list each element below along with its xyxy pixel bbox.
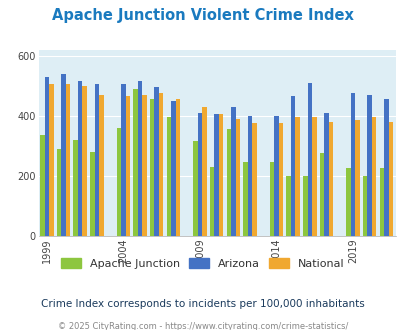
Bar <box>226 129 230 236</box>
Bar <box>142 95 147 236</box>
Bar <box>126 96 130 236</box>
Bar <box>49 84 53 236</box>
Bar <box>252 123 256 236</box>
Bar <box>90 152 94 236</box>
Text: Crime Index corresponds to incidents per 100,000 inhabitants: Crime Index corresponds to incidents per… <box>41 299 364 309</box>
Bar <box>40 135 45 236</box>
Bar <box>133 88 137 236</box>
Bar <box>274 115 278 236</box>
Bar <box>171 101 175 236</box>
Bar <box>94 84 99 236</box>
Bar <box>73 140 78 236</box>
Bar <box>66 84 70 236</box>
Legend: Apache Junction, Arizona, National: Apache Junction, Arizona, National <box>57 254 348 273</box>
Bar <box>235 119 239 236</box>
Bar <box>149 99 154 236</box>
Bar <box>166 117 171 236</box>
Bar <box>230 107 235 236</box>
Bar <box>367 95 371 236</box>
Bar <box>193 141 197 236</box>
Bar <box>247 115 252 236</box>
Bar <box>243 162 247 236</box>
Bar <box>311 117 316 236</box>
Bar <box>350 93 354 236</box>
Bar <box>324 113 328 236</box>
Bar <box>278 123 283 236</box>
Bar <box>82 85 87 236</box>
Bar <box>154 87 159 236</box>
Bar <box>116 128 121 236</box>
Bar <box>307 82 311 236</box>
Bar <box>302 176 307 236</box>
Bar <box>209 167 214 236</box>
Bar <box>218 114 223 236</box>
Bar <box>383 99 388 236</box>
Bar <box>197 113 202 236</box>
Bar <box>362 176 367 236</box>
Bar <box>286 176 290 236</box>
Bar <box>99 95 103 236</box>
Bar <box>214 114 218 236</box>
Bar <box>345 168 350 236</box>
Bar <box>121 84 126 236</box>
Bar <box>328 122 333 236</box>
Bar <box>175 99 180 236</box>
Bar <box>371 117 375 236</box>
Bar <box>159 93 163 236</box>
Bar <box>295 117 299 236</box>
Bar <box>57 149 61 236</box>
Bar <box>379 168 383 236</box>
Bar <box>45 77 49 236</box>
Text: © 2025 CityRating.com - https://www.cityrating.com/crime-statistics/: © 2025 CityRating.com - https://www.city… <box>58 322 347 330</box>
Bar <box>202 107 206 236</box>
Bar <box>290 96 295 236</box>
Bar <box>319 153 324 236</box>
Bar <box>137 81 142 236</box>
Bar <box>388 122 392 236</box>
Bar <box>61 74 66 236</box>
Bar <box>354 120 359 236</box>
Bar <box>78 81 82 236</box>
Text: Apache Junction Violent Crime Index: Apache Junction Violent Crime Index <box>52 8 353 23</box>
Bar <box>269 162 274 236</box>
